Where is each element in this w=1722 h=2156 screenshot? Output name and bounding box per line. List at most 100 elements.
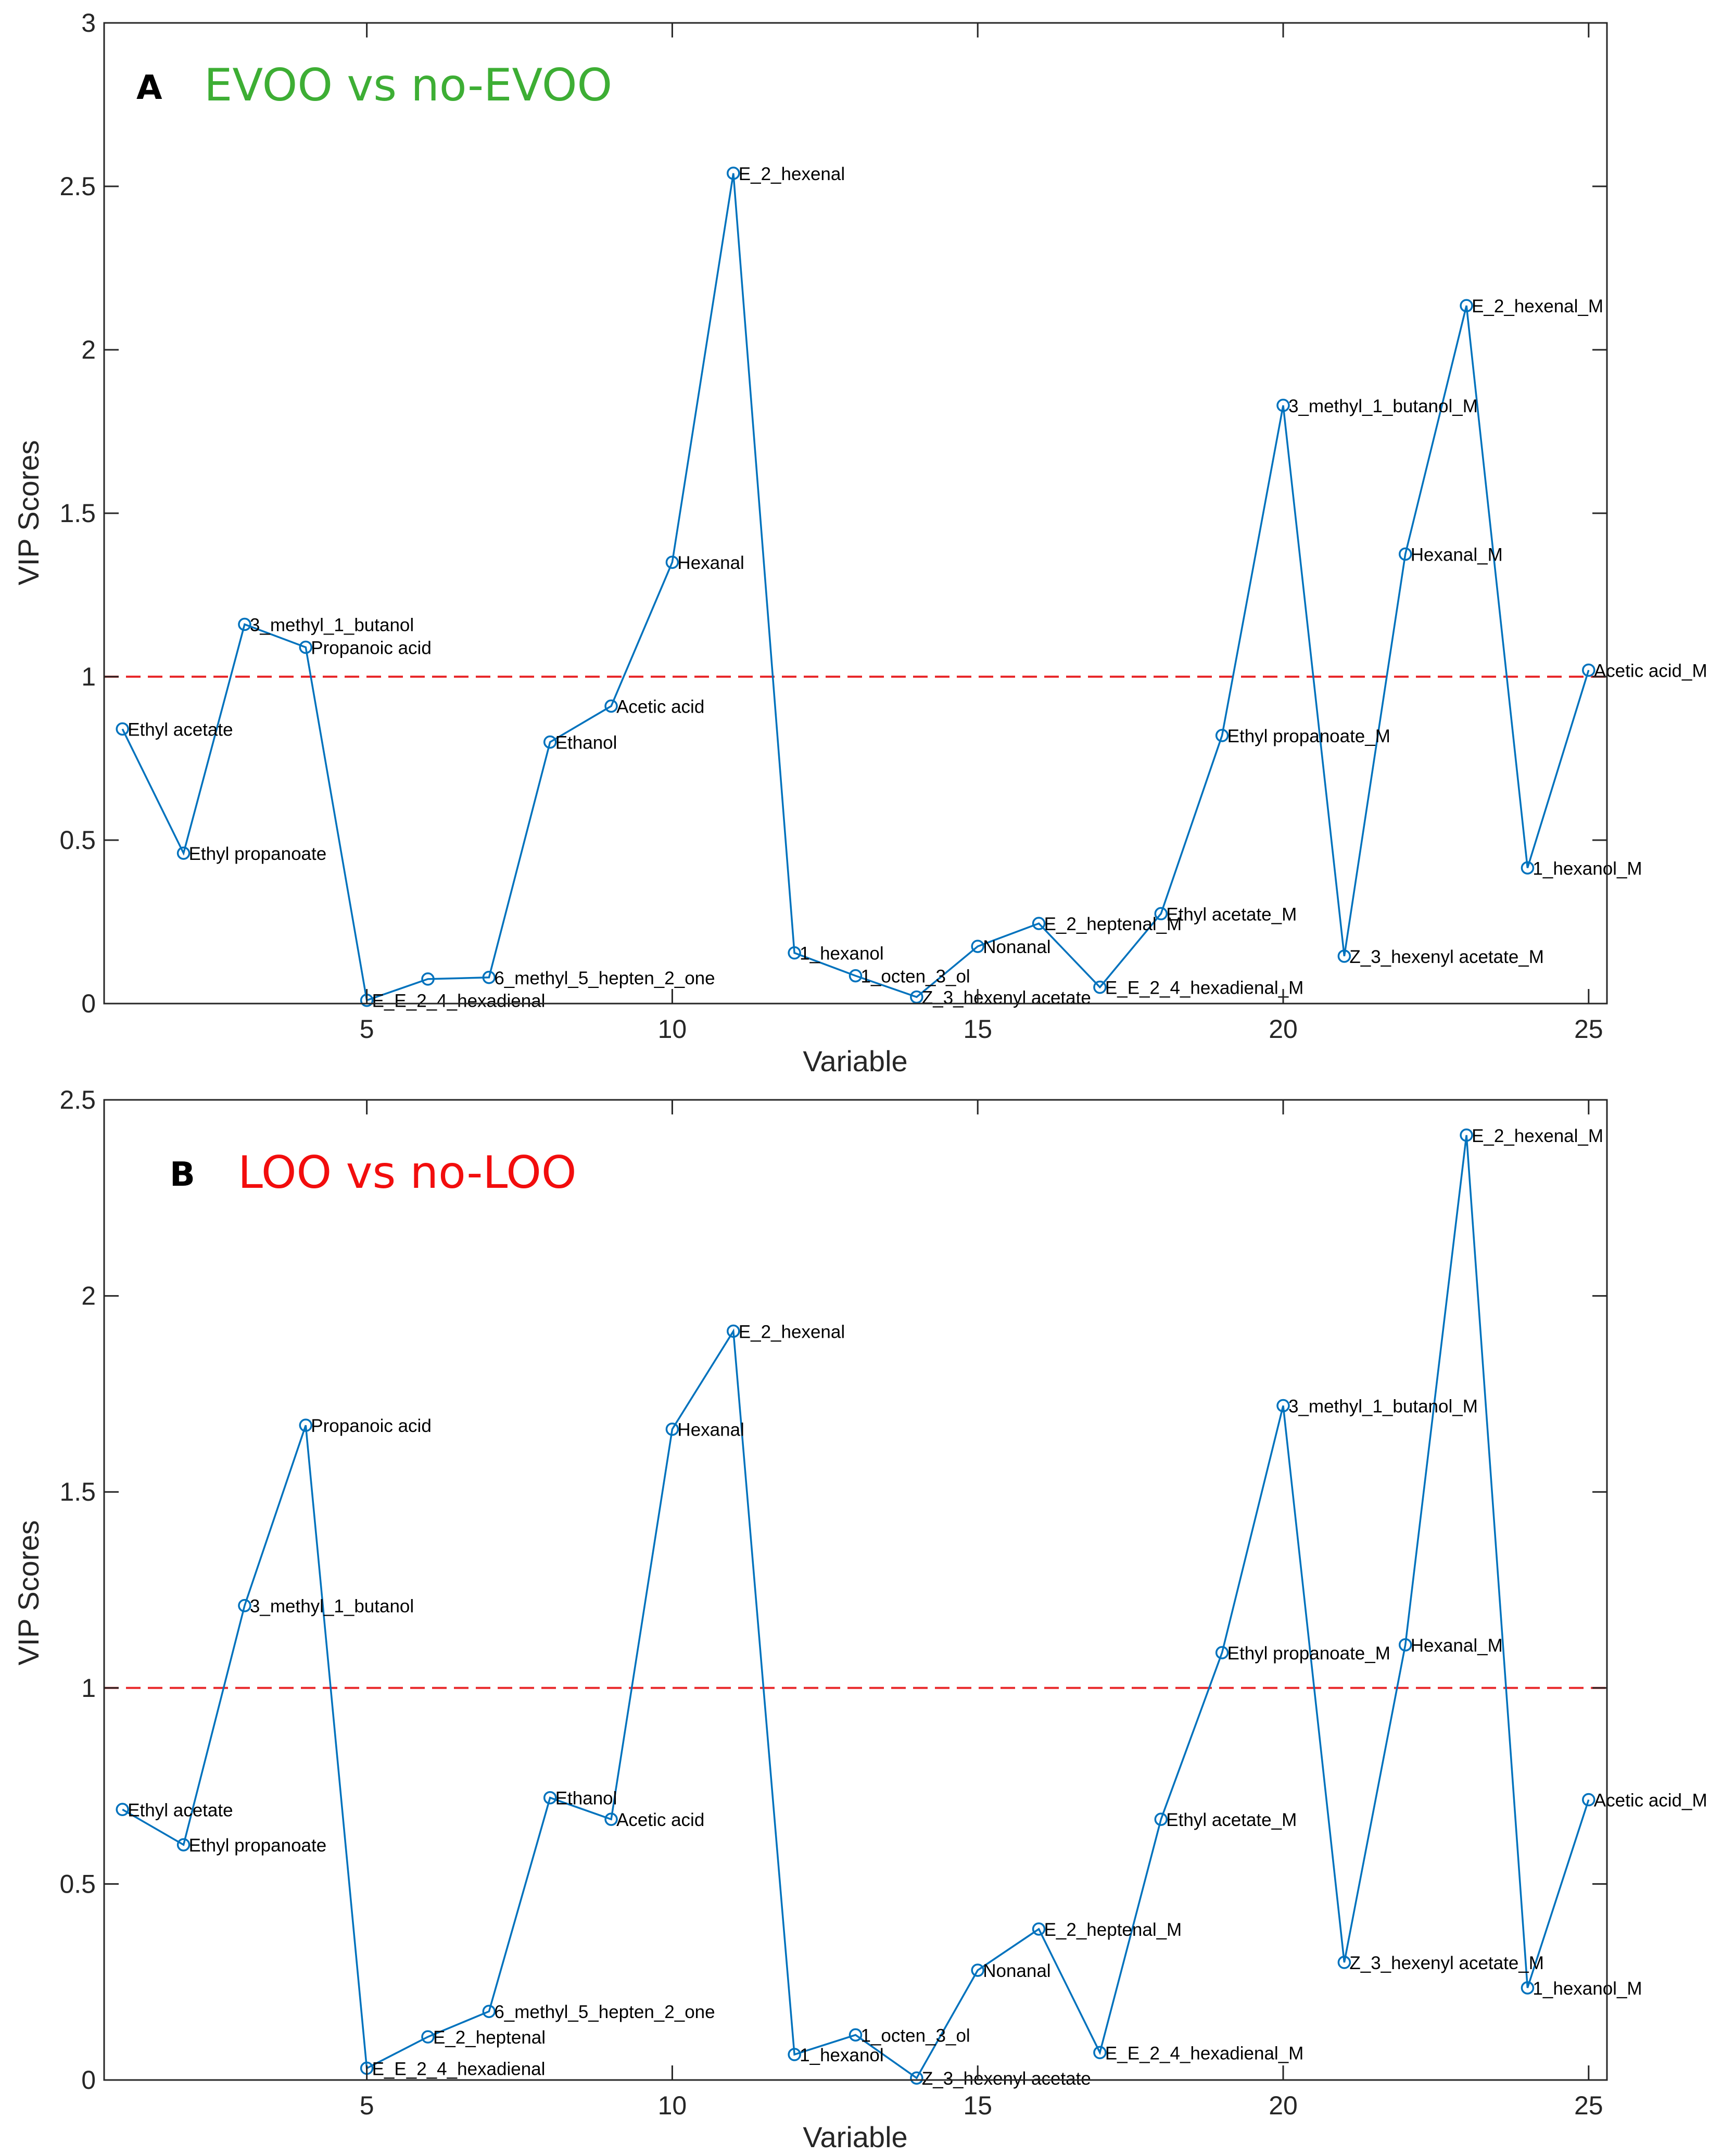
panel-a-xtick-label: 25: [1574, 1014, 1603, 1044]
panel-a-point-label: Hexanal_M: [1411, 545, 1503, 565]
panel-b-data-point: [1215, 1646, 1229, 1659]
panel-a-data-point: [1582, 663, 1596, 677]
panel-a-data-point: [1215, 729, 1229, 742]
panel-a-point-label: Acetic acid_M: [1594, 661, 1707, 681]
panel-b-data-point: [299, 1418, 313, 1432]
panel-a-point-label: 6_methyl_5_hepten_2_one: [494, 968, 715, 988]
panel-b-point-label: E_E_2_4_hexadienal_M: [1105, 2043, 1303, 2063]
panel-b-ytick-label: 0: [81, 2065, 96, 2095]
panel-a-ytick-label: 3: [81, 8, 96, 37]
panel-b-point-label: Ethanol: [555, 1789, 617, 1809]
panel-a-ytick-label: 0: [81, 989, 96, 1018]
panel-b-point-label: Acetic acid_M: [1594, 1790, 1707, 1810]
panel-b-data-point: [1154, 1812, 1168, 1826]
panel-b-data-point: [604, 1812, 618, 1826]
panel-a-letter: A: [136, 69, 162, 107]
panel-a-xtick-label: 20: [1269, 1014, 1298, 1044]
panel-a-point-label: Ethyl propanoate_M: [1227, 726, 1390, 746]
panel-b-point-label: Ethyl acetate_M: [1166, 1810, 1297, 1830]
panel-a-data-point: [1398, 547, 1412, 561]
panel-b-data-point: [788, 2048, 801, 2061]
panel-a-point-label: E_2_hexenal: [739, 164, 845, 184]
panel-a-data-point: [971, 940, 984, 953]
panel-b-letter: B: [170, 1156, 195, 1194]
panel-b-data-point: [910, 2071, 923, 2085]
panel-b-ytick-label: 1.5: [59, 1477, 96, 1506]
panel-a-data-point: [604, 699, 618, 713]
panel-b-data-point: [1460, 1128, 1473, 1142]
panel-a-data-point: [421, 972, 435, 986]
panel-a-data-point: [1032, 917, 1046, 930]
panel-b-point-label: Ethyl acetate: [128, 1800, 233, 1820]
panel-b-point-label: Z_3_hexenyl acetate: [922, 2069, 1091, 2089]
panel-a-data-point: [910, 990, 923, 1004]
panel-a-ytick-label: 2: [81, 335, 96, 364]
panel-a-point-label: E_2_heptenal_M: [1044, 914, 1182, 934]
panel-a-point-label: Ethyl acetate: [128, 719, 233, 740]
panel-a-data-point: [727, 167, 740, 180]
panel-b-data-point: [116, 1803, 129, 1817]
panel-a-point-label: 3_methyl_1_butanol: [250, 615, 414, 636]
panel-a-data-point: [1154, 907, 1168, 921]
panel-a-data-point: [1521, 861, 1535, 875]
panel-a-data-point: [665, 555, 679, 569]
panel-b-point-label: 3_methyl_1_butanol: [250, 1596, 414, 1617]
panel-a-point-label: 1_hexanol: [800, 944, 884, 964]
panel-a-data-point: [1093, 980, 1107, 994]
panel-a-point-label: Acetic acid: [616, 697, 704, 717]
panel-a-xlabel: Variable: [803, 1045, 907, 1077]
panel-a-xtick-label: 15: [963, 1014, 992, 1044]
panel-b-ytick-label: 0.5: [59, 1869, 96, 1898]
panel-a-data-point: [1460, 299, 1473, 312]
panel-a-xtick-label: 5: [360, 1014, 374, 1044]
panel-a-point-label: Ethyl acetate_M: [1166, 904, 1297, 924]
panel-b-point-label: Ethyl propanoate: [189, 1835, 327, 1856]
panel-b-data-point: [1093, 2046, 1107, 2060]
panel-a-ytick-label: 1.5: [59, 499, 96, 528]
panel-b-point-label: E_2_hexenal: [739, 1322, 845, 1342]
panel-a-data-point: [176, 846, 191, 860]
panel-b-xtick-label: 15: [963, 2091, 992, 2120]
panel-a-point-label: E_2_hexenal_M: [1472, 296, 1603, 316]
panel-a-point-label: Propanoic acid: [311, 638, 432, 658]
panel-a-point-label: 3_methyl_1_butanol_M: [1288, 396, 1478, 416]
panel-b-data-point: [727, 1324, 740, 1338]
panel-b-data-point: [1337, 1956, 1351, 1969]
panel-a-point-label: Hexanal: [677, 553, 744, 573]
panel-a-data-point: [238, 617, 251, 631]
panel-b-data-point: [971, 1963, 984, 1977]
panel-a-data-point: [116, 722, 129, 736]
panel-a-xtick-label: 10: [658, 1014, 687, 1044]
panel-b-data-point: [1032, 1922, 1046, 1936]
panel-a-ytick-label: 0.5: [59, 826, 96, 855]
panel-a: Ethyl acetate Ethyl propanoate 3_methyl_1_…: [12, 8, 1707, 1077]
panel-b-data-point: [849, 2028, 863, 2042]
panel-b-axes-box: [103, 1099, 1608, 2081]
panel-b-point-label: Acetic acid: [616, 1810, 704, 1830]
panel-b-point-label: E_E_2_4_hexadienal: [372, 2059, 546, 2079]
panel-b-data-point: [1398, 1638, 1412, 1652]
panel-b-xtick-label: 10: [658, 2091, 687, 2120]
panel-a-data-point: [1337, 949, 1351, 963]
panel-b-point-label: E_2_hexenal_M: [1472, 1126, 1603, 1146]
panel-b-point-label: 1_hexanol_M: [1533, 1979, 1642, 1999]
panel-b-point-label: 6_methyl_5_hepten_2_one: [494, 2002, 715, 2022]
panel-a-point-label: Z_3_hexenyl acetate: [922, 987, 1091, 1008]
panel-b-ylabel: VIP Scores: [12, 1520, 45, 1665]
panel-a-point-label: 1_octen_3_ol: [861, 967, 970, 987]
panel-b-data-point: [421, 2030, 435, 2044]
panel-a-point-label: Ethyl propanoate: [189, 844, 327, 864]
panel-b-ytick-label: 2.5: [59, 1085, 96, 1114]
panel-b-point-label: Z_3_hexenyl acetate_M: [1349, 1953, 1544, 1973]
panel-b-data-point: [238, 1599, 251, 1613]
panel-a-ytick-label: 1: [81, 662, 96, 691]
panel-b-xlabel: Variable: [803, 2121, 907, 2153]
panel-b-data-point: [482, 2005, 496, 2018]
panel-a-title: EVOO vs no-EVOO: [204, 59, 612, 111]
panel-b-xtick-label: 20: [1269, 2091, 1298, 2120]
panel-b-data-point: [665, 1422, 679, 1436]
panel-a-data-point: [788, 946, 801, 960]
panel-b-title: LOO vs no-LOO: [238, 1147, 577, 1199]
